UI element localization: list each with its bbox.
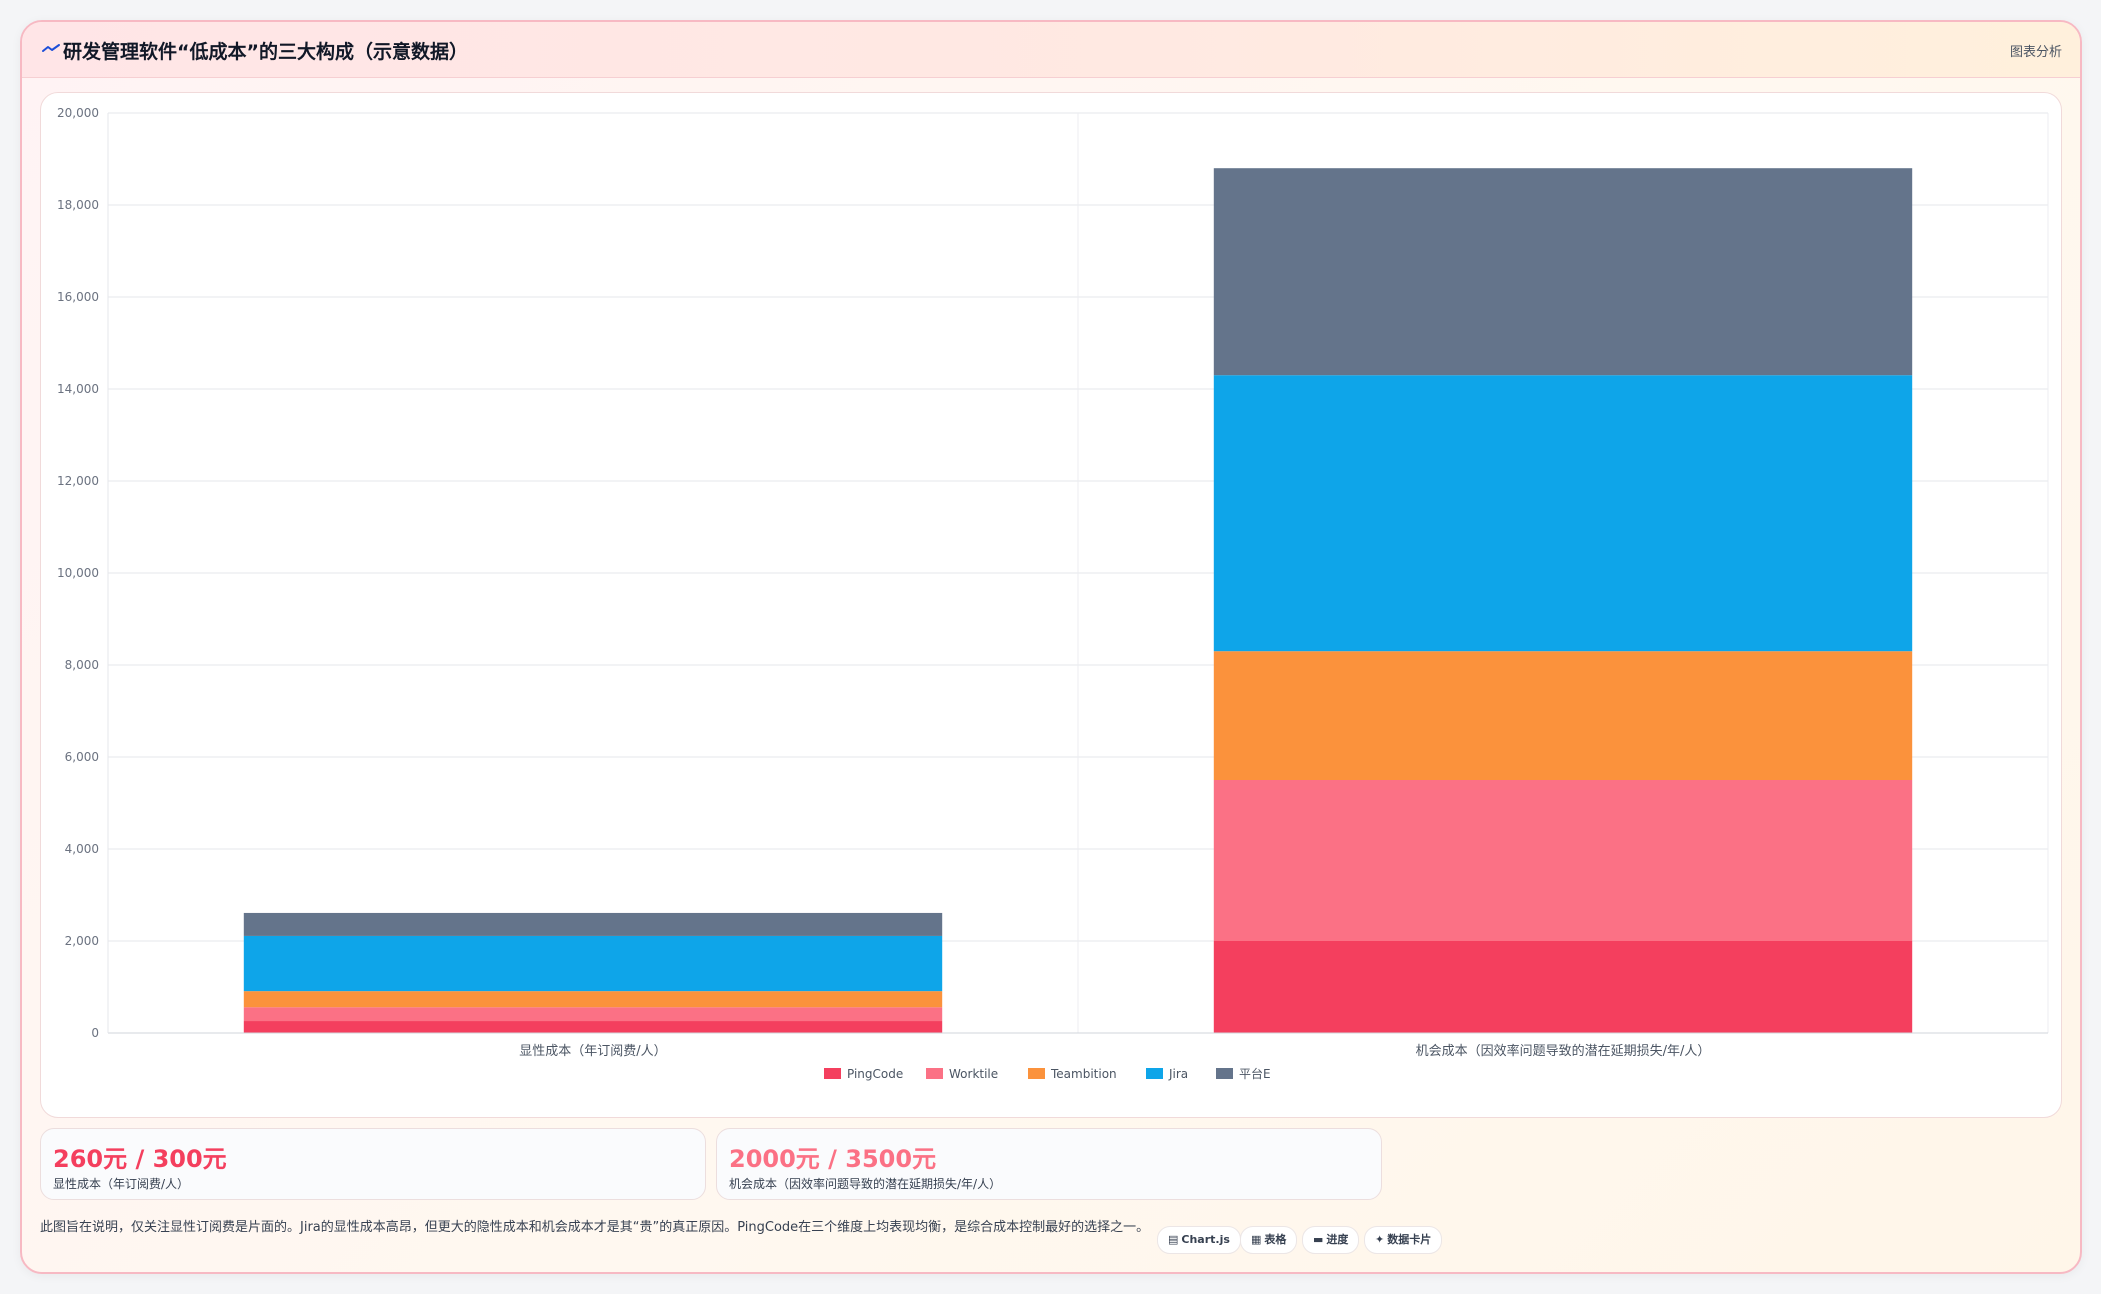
y-tick-label: 4,000 [65, 842, 99, 856]
bar-segment [243, 1021, 943, 1033]
chip-label: 表格 [1264, 1233, 1287, 1246]
y-tick-label: 0 [91, 1026, 99, 1040]
kpi-value: 260元 / 300元 [53, 1145, 227, 1173]
chart-icon: ▤ [1168, 1233, 1179, 1246]
bar-segment [243, 912, 943, 936]
chip-data-card[interactable]: ✦ 数据卡片 [1364, 1226, 1443, 1254]
bar-segment [1213, 168, 1913, 376]
legend-swatch [824, 1068, 841, 1079]
y-tick-label: 10,000 [57, 566, 99, 580]
bar-segment [1213, 780, 1913, 941]
sparkle-icon: ✦ [1375, 1233, 1385, 1246]
kpi-card-explicit-cost: 260元 / 300元 显性成本（年订阅费/人） [40, 1128, 706, 1200]
chart-analysis-tag: 图表分析 [2009, 45, 2062, 60]
legend-swatch [1146, 1068, 1163, 1079]
trend-line-icon [42, 44, 60, 52]
x-tick-label: 机会成本（因效率问题导致的潜在延期损失/年/人） [1416, 1043, 1711, 1059]
chip-label: 进度 [1326, 1233, 1349, 1246]
bar-segment [1213, 651, 1913, 780]
kpi-label: 机会成本（因效率问题导致的潜在延期损失/年/人） [729, 1177, 1002, 1191]
chip-table[interactable]: ▦ 表格 [1240, 1226, 1298, 1254]
legend-label: PingCode [847, 1067, 903, 1081]
x-tick-label: 显性成本（年订阅费/人） [519, 1044, 666, 1059]
y-tick-label: 14,000 [57, 382, 99, 396]
y-tick-label: 8,000 [65, 658, 99, 672]
stacked-bar-chart: 0 2,000 4,000 6,000 8,000 10,000 12,000 14,000 1… [57, 106, 2049, 1081]
page-title: 研发管理软件“低成本”的三大构成（示意数据） [63, 41, 468, 63]
kpi-value: 2000元 / 3500元 [729, 1145, 937, 1173]
bar-segment [243, 991, 943, 1008]
chart-card: 0 2,000 4,000 6,000 8,000 10,000 12,000 14,000 1… [40, 92, 2062, 1118]
y-tick-label: 18,000 [57, 198, 99, 212]
y-tick-label: 6,000 [65, 750, 99, 764]
y-tick-label: 16,000 [57, 290, 99, 304]
chart-note: 此图旨在说明，仅关注显性订阅费是片面的。Jira的显性成本高昂，但更大的隐性成本… [40, 1220, 1150, 1235]
table-icon: ▦ [1251, 1233, 1262, 1246]
kpi-card-opportunity-cost: 2000元 / 3500元 机会成本（因效率问题导致的潜在延期损失/年/人） [716, 1128, 1382, 1200]
chip-label: 数据卡片 [1387, 1233, 1432, 1246]
progress-icon: ▬ [1313, 1233, 1324, 1246]
legend-label: Worktile [949, 1067, 998, 1081]
bar-segment [243, 935, 943, 992]
y-tick-label: 12,000 [57, 474, 99, 488]
kpi-label: 显性成本（年订阅费/人） [53, 1177, 190, 1191]
chip-chartjs[interactable]: ▤ Chart.js [1157, 1226, 1241, 1254]
chip-progress[interactable]: ▬ 进度 [1302, 1226, 1360, 1254]
legend-swatch [1028, 1068, 1045, 1079]
legend-label: Jira [1168, 1067, 1188, 1081]
legend-swatch [926, 1068, 943, 1079]
legend-label: Teambition [1050, 1067, 1117, 1081]
legend-swatch [1216, 1068, 1233, 1079]
y-tick-label: 20,000 [57, 106, 99, 120]
legend-label: 平台E [1239, 1066, 1271, 1081]
bar-segment [1213, 941, 1913, 1033]
bar-segment [1213, 375, 1913, 652]
y-tick-label: 2,000 [65, 934, 99, 948]
panel-header: 研发管理软件“低成本”的三大构成（示意数据） 图表分析 [22, 22, 2080, 78]
bar-segment [243, 1007, 943, 1022]
chip-label: Chart.js [1181, 1233, 1230, 1246]
chart-panel: 研发管理软件“低成本”的三大构成（示意数据） 图表分析 0 2,000 4,000 6… [20, 20, 2082, 1274]
